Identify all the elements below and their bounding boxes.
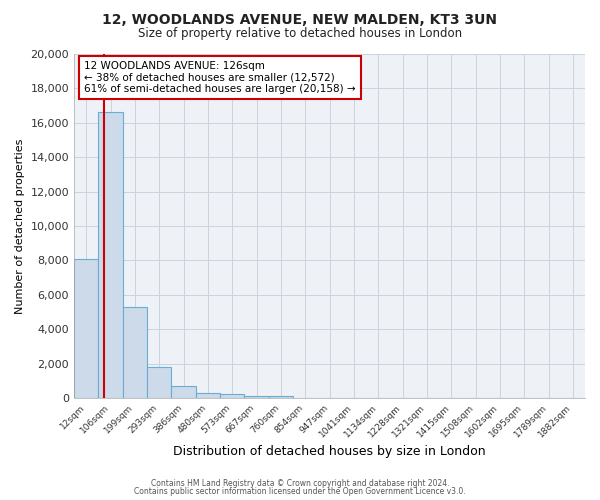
Bar — [172, 386, 196, 398]
Bar — [269, 396, 293, 398]
Bar — [98, 112, 123, 398]
Bar — [220, 394, 244, 398]
Text: Contains HM Land Registry data © Crown copyright and database right 2024.: Contains HM Land Registry data © Crown c… — [151, 478, 449, 488]
Bar — [147, 367, 172, 398]
Y-axis label: Number of detached properties: Number of detached properties — [15, 138, 25, 314]
Text: Contains public sector information licensed under the Open Government Licence v3: Contains public sector information licen… — [134, 487, 466, 496]
Bar — [123, 307, 147, 398]
Bar — [196, 394, 220, 398]
Bar — [244, 396, 269, 398]
Bar — [74, 258, 98, 398]
Text: Size of property relative to detached houses in London: Size of property relative to detached ho… — [138, 28, 462, 40]
X-axis label: Distribution of detached houses by size in London: Distribution of detached houses by size … — [173, 444, 486, 458]
Text: 12 WOODLANDS AVENUE: 126sqm
← 38% of detached houses are smaller (12,572)
61% of: 12 WOODLANDS AVENUE: 126sqm ← 38% of det… — [84, 61, 356, 94]
Text: 12, WOODLANDS AVENUE, NEW MALDEN, KT3 3UN: 12, WOODLANDS AVENUE, NEW MALDEN, KT3 3U… — [103, 12, 497, 26]
